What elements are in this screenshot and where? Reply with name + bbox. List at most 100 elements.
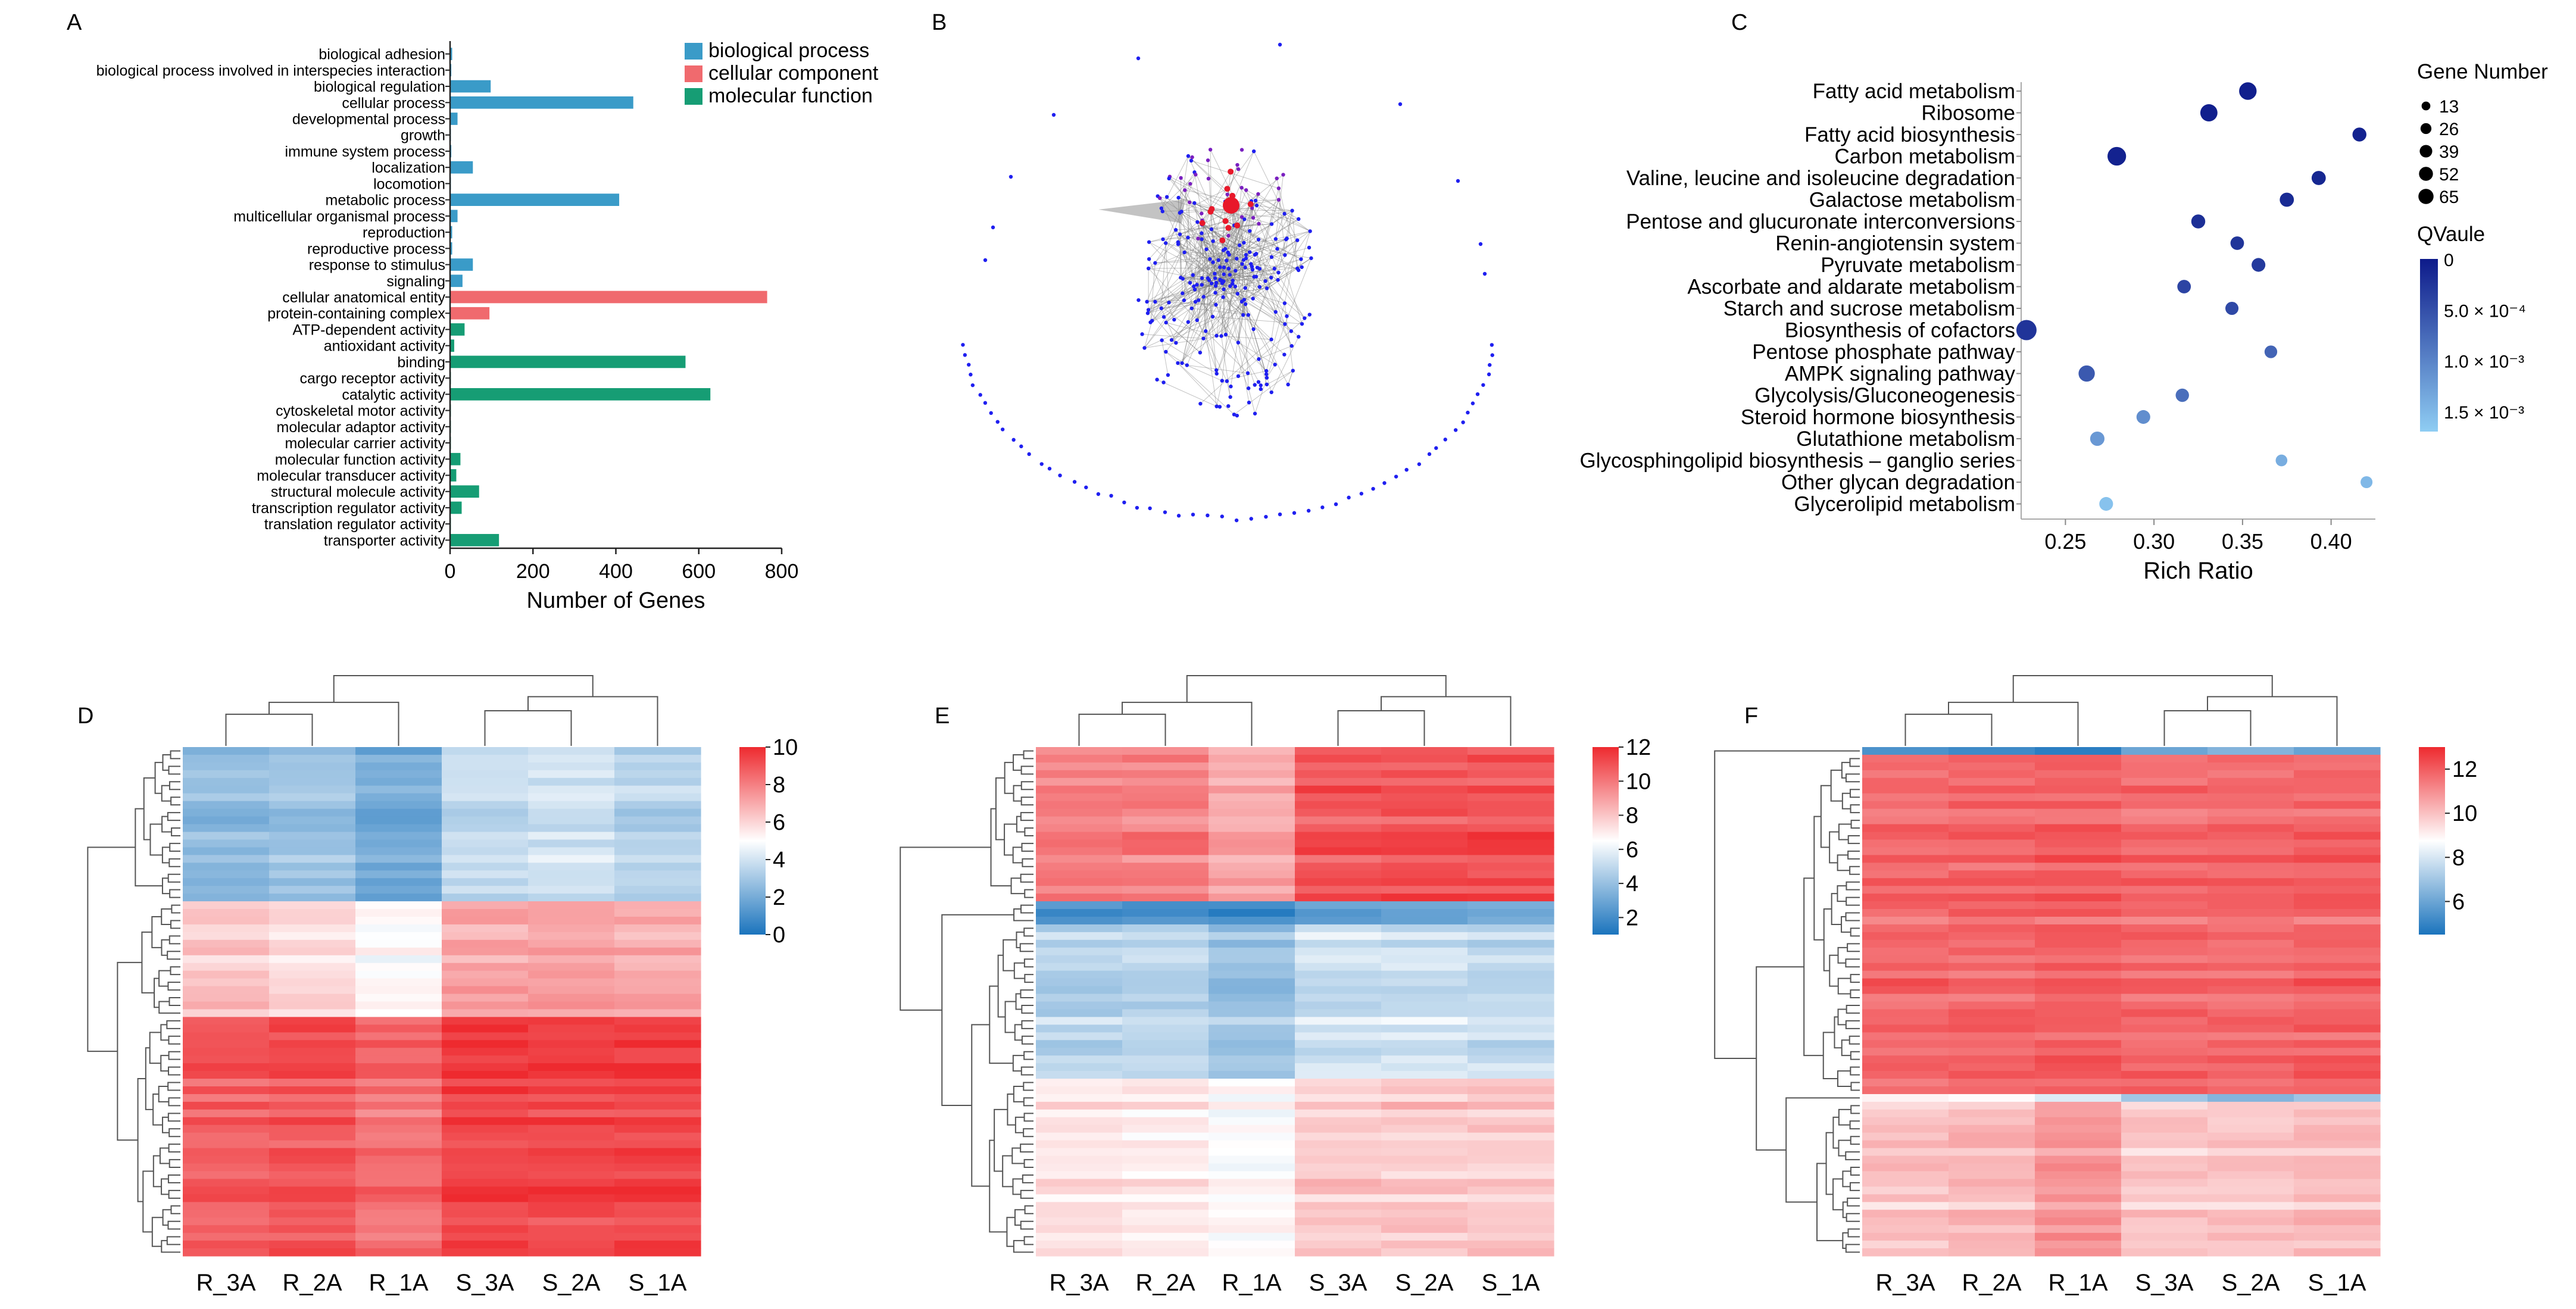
- network-edge: [1201, 239, 1257, 254]
- network-edge: [1178, 363, 1220, 407]
- heatmap-cell: [614, 932, 701, 941]
- heatmap-cell: [1209, 793, 1295, 802]
- heatmap-cell: [614, 808, 701, 817]
- heatmap-cell: [1949, 1140, 2035, 1149]
- heatmap-cell: [1036, 1186, 1123, 1195]
- heatmap-cell: [183, 1109, 270, 1118]
- go-bar: [450, 161, 473, 174]
- isolated-node: [1051, 113, 1056, 117]
- network-node: [1209, 281, 1214, 286]
- network-node: [1218, 277, 1222, 282]
- isolated-node: [1404, 467, 1409, 472]
- network-edge: [1184, 171, 1231, 253]
- heatmap-cell: [1122, 1009, 1209, 1018]
- heatmap-cell: [442, 1233, 529, 1241]
- network-node: [1246, 313, 1251, 317]
- heatmap-cell: [2035, 1094, 2122, 1102]
- heatmap-cell: [614, 1009, 701, 1018]
- heatmap-cell: [1209, 1063, 1295, 1071]
- heatmap-cell: [1036, 816, 1123, 825]
- network-node: [1216, 258, 1220, 263]
- heatmap-cell: [1381, 1094, 1468, 1102]
- column-label: R_1A: [1222, 1270, 1281, 1296]
- heatmap-cell: [442, 839, 529, 848]
- heatmap-cell: [2207, 947, 2294, 956]
- network-edge: [1201, 239, 1267, 289]
- heatmap-cell: [2294, 1055, 2381, 1064]
- heatmap-cell: [2294, 1063, 2381, 1071]
- heatmap-cell: [2121, 793, 2208, 802]
- heatmap-cell: [1295, 1210, 1382, 1218]
- network-edge: [1214, 268, 1229, 274]
- heatmap-cell: [1467, 1233, 1554, 1241]
- heatmap-cell: [355, 793, 442, 802]
- network-node: [1178, 232, 1182, 236]
- heatmap-cell: [442, 870, 529, 879]
- heatmap-cell: [614, 1225, 701, 1233]
- heatmap-cell: [1209, 1186, 1295, 1195]
- heatmap-cell: [1467, 770, 1554, 779]
- heatmap-cell: [442, 1071, 529, 1079]
- heatmap-cell: [2035, 1009, 2122, 1018]
- heatmap-cell: [1209, 824, 1295, 833]
- network-edge: [1255, 200, 1310, 232]
- heatmap-cell: [1036, 785, 1123, 794]
- heatmap-cell: [2294, 808, 2381, 817]
- heatmap-cell: [614, 1124, 701, 1133]
- network-node: [1244, 188, 1248, 192]
- heatmap-cell: [355, 808, 442, 817]
- network-node: [1196, 236, 1200, 240]
- heatmap-cell: [1467, 785, 1554, 794]
- heatmap-cell: [355, 754, 442, 763]
- heatmap-cell: [2207, 785, 2294, 794]
- heatmap-cell: [2207, 894, 2294, 902]
- heatmap-cell: [2294, 1117, 2381, 1126]
- heatmap-cell: [1295, 955, 1382, 964]
- heatmap-cell: [1949, 777, 2035, 786]
- network-node: [1228, 273, 1232, 277]
- network-edge: [1197, 221, 1210, 260]
- heatmap-cell: [183, 824, 270, 833]
- panel-label-a: A: [67, 10, 82, 35]
- heatmap-cell: [2207, 832, 2294, 841]
- heatmap-cell: [2207, 1017, 2294, 1025]
- network-node: [1166, 373, 1170, 377]
- network-node: [1256, 192, 1260, 196]
- network-node: [1192, 201, 1197, 205]
- heatmap-cell: [614, 1179, 701, 1188]
- isolated-node: [1249, 517, 1253, 521]
- network-node: [1180, 361, 1184, 365]
- network-edge: [1229, 274, 1254, 277]
- heatmap-cell: [183, 932, 270, 941]
- heatmap-cell: [1949, 1117, 2035, 1126]
- network-edge: [1209, 225, 1235, 280]
- heatmap-cell: [2121, 1132, 2208, 1141]
- network-edge: [1221, 268, 1229, 336]
- network-edge: [1147, 262, 1213, 314]
- heatmap-cell: [1381, 939, 1468, 948]
- heatmap-cell: [614, 1248, 701, 1257]
- heatmap-cell: [2121, 986, 2208, 995]
- network-edge: [1144, 320, 1153, 348]
- heatmap-cell: [1949, 970, 2035, 979]
- heatmap-cell: [2035, 1001, 2122, 1010]
- network-edge: [1228, 227, 1299, 271]
- heatmap-cell: [614, 1155, 701, 1164]
- column-label: R_2A: [1135, 1270, 1195, 1296]
- heatmap-cell: [269, 1202, 356, 1210]
- heatmap-cell: [355, 801, 442, 810]
- heatmap-cell: [1209, 816, 1295, 825]
- heatmap-cell: [183, 878, 270, 886]
- heatmap-cell: [2121, 1094, 2208, 1102]
- pathway-label: Pentose phosphate pathway: [1752, 340, 2015, 364]
- network-node: [1201, 336, 1206, 340]
- heatmap-cell: [614, 870, 701, 879]
- network-node: [1269, 390, 1273, 395]
- heatmap-cell: [2121, 1040, 2208, 1048]
- network-node: [1243, 286, 1247, 290]
- heatmap-cell: [2294, 1009, 2381, 1018]
- heatmap-cell: [442, 1217, 529, 1226]
- heatmap-cell: [1381, 1048, 1468, 1056]
- x-axis-title: Rich Ratio: [2143, 558, 2253, 584]
- network-edge: [1205, 330, 1248, 374]
